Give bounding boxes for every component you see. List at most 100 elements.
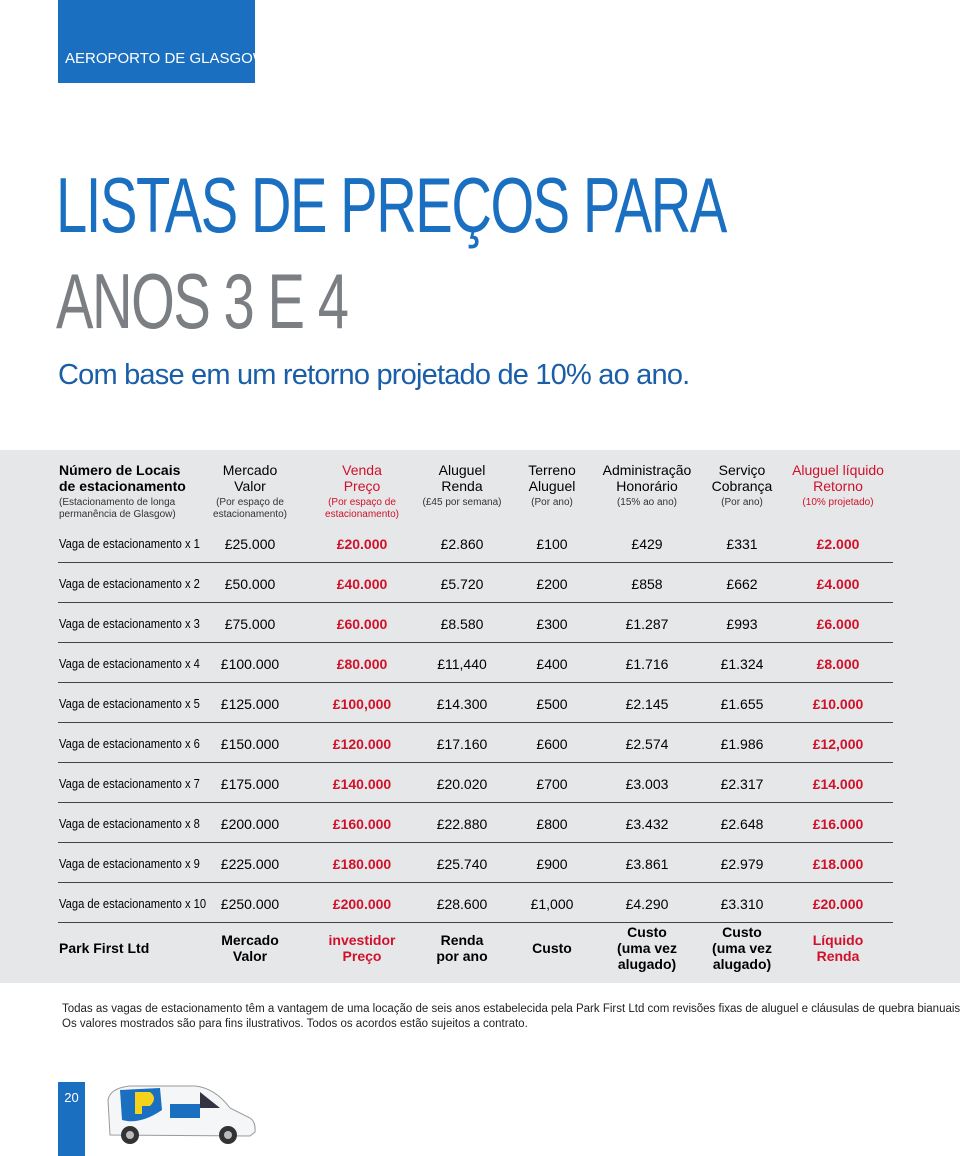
cell: £429: [631, 536, 663, 552]
cell: £200: [536, 576, 568, 592]
cell: £900: [536, 856, 568, 872]
cell: £17.160: [436, 736, 488, 752]
column-title: Retorno: [813, 478, 863, 494]
cell: £125.000: [220, 696, 280, 712]
cell: £500: [536, 696, 568, 712]
cell: £14.000: [812, 776, 864, 792]
row-label: Vaga de estacionamento x 5: [59, 696, 200, 711]
cell: £2.860: [440, 536, 484, 552]
cell: £600: [536, 736, 568, 752]
column-title: Aluguel líquido: [792, 462, 884, 478]
cell: £8.580: [440, 616, 484, 632]
cell: £2.000: [816, 536, 860, 552]
footer-cell: Renda: [816, 948, 860, 964]
cell: £18.000: [812, 856, 864, 872]
row-divider: [58, 842, 893, 843]
page-number: 20: [64, 1090, 79, 1105]
footer-cell: Líquido: [812, 932, 864, 948]
van-illustration: [107, 1085, 256, 1144]
column-title: Aluguel: [438, 462, 486, 478]
cell: £16.000: [812, 816, 864, 832]
row-divider: [58, 602, 893, 603]
cell: £2.574: [625, 736, 669, 752]
cell: £250.000: [220, 896, 280, 912]
title: LISTAS DE PREÇOS PARA: [56, 161, 727, 249]
row-divider: [58, 642, 893, 643]
tab-label: AEROPORTO DE GLASGOW: [65, 50, 267, 67]
column-title: Renda: [441, 478, 483, 494]
cell: £100.000: [220, 656, 280, 672]
column-note: (Por ano): [531, 497, 573, 508]
column-note: permanência de Glasgow): [59, 509, 176, 520]
row-label: Vaga de estacionamento x 9: [59, 856, 200, 871]
cell: £4.000: [816, 576, 860, 592]
footer-cell: alugado): [617, 956, 677, 972]
cell: £60.000: [336, 616, 388, 632]
cell: £120.000: [332, 736, 392, 752]
cell: £1.287: [625, 616, 669, 632]
cell: £700: [536, 776, 568, 792]
cell: £180.000: [332, 856, 392, 872]
row-divider: [58, 682, 893, 683]
cell: £400: [536, 656, 568, 672]
row-divider: [58, 802, 893, 803]
cell: £100,000: [332, 696, 392, 712]
cell: £331: [726, 536, 758, 552]
cell: £3.310: [720, 896, 764, 912]
column-title: Serviço: [718, 462, 766, 478]
row-label: Vaga de estacionamento x 10: [59, 896, 207, 911]
cell: £50.000: [224, 576, 276, 592]
cell: £2.145: [625, 696, 669, 712]
cell: £100: [536, 536, 568, 552]
cell: £20.000: [812, 896, 864, 912]
cell: £25.000: [224, 536, 276, 552]
footer-cell: Park First Ltd: [59, 940, 150, 956]
footer-cell: Custo: [532, 940, 572, 956]
cell: £200.000: [332, 896, 392, 912]
cell: £4.290: [625, 896, 669, 912]
row-divider: [58, 722, 893, 723]
column-note: (15% ao ano): [616, 497, 678, 508]
cell: £40.000: [336, 576, 388, 592]
column-title: Aluguel: [528, 478, 576, 494]
row-label: Vaga de estacionamento x 1: [59, 536, 200, 551]
row-label: Vaga de estacionamento x 8: [59, 816, 200, 831]
column-title: Terreno: [528, 462, 576, 478]
cell: £80.000: [336, 656, 388, 672]
column-title: Administração: [602, 462, 692, 478]
note: Todas as vagas de estacionamento têm a v…: [62, 1003, 960, 1015]
footer-cell: investidor: [328, 932, 396, 948]
column-title: de estacionamento: [59, 478, 186, 494]
cell: £10.000: [812, 696, 864, 712]
column-title: Venda: [342, 462, 382, 478]
row-label: Vaga de estacionamento x 3: [59, 616, 200, 631]
cell: £225.000: [220, 856, 280, 872]
cell: £22.880: [436, 816, 488, 832]
cell: £2.648: [720, 816, 764, 832]
cell: £993: [726, 616, 758, 632]
cell: £160.000: [332, 816, 392, 832]
column-note: (Por espaço de: [328, 497, 396, 508]
cell: £75.000: [224, 616, 276, 632]
row-label: Vaga de estacionamento x 7: [59, 776, 200, 791]
cell: £5.720: [440, 576, 484, 592]
column-note: (10% projetado): [802, 497, 874, 508]
column-title: Preço: [343, 478, 381, 494]
row-divider: [58, 762, 893, 763]
cell: £1.324: [720, 656, 764, 672]
column-note: (£45 por semana): [422, 497, 502, 508]
cell: £8.000: [816, 656, 860, 672]
cell: £2.317: [720, 776, 764, 792]
column-note: (Por ano): [721, 497, 763, 508]
footer-cell: Custo: [627, 924, 667, 940]
cell: £2.979: [720, 856, 764, 872]
cell: £1,000: [530, 896, 574, 912]
cell: £3.432: [625, 816, 669, 832]
footer-cell: alugado): [712, 956, 772, 972]
footer-cell: (uma vez: [617, 940, 677, 956]
column-title: Número de Locais: [59, 462, 181, 478]
column-title: Honorário: [616, 478, 678, 494]
cell: £25.740: [436, 856, 488, 872]
footer-cell: Preço: [342, 948, 382, 964]
